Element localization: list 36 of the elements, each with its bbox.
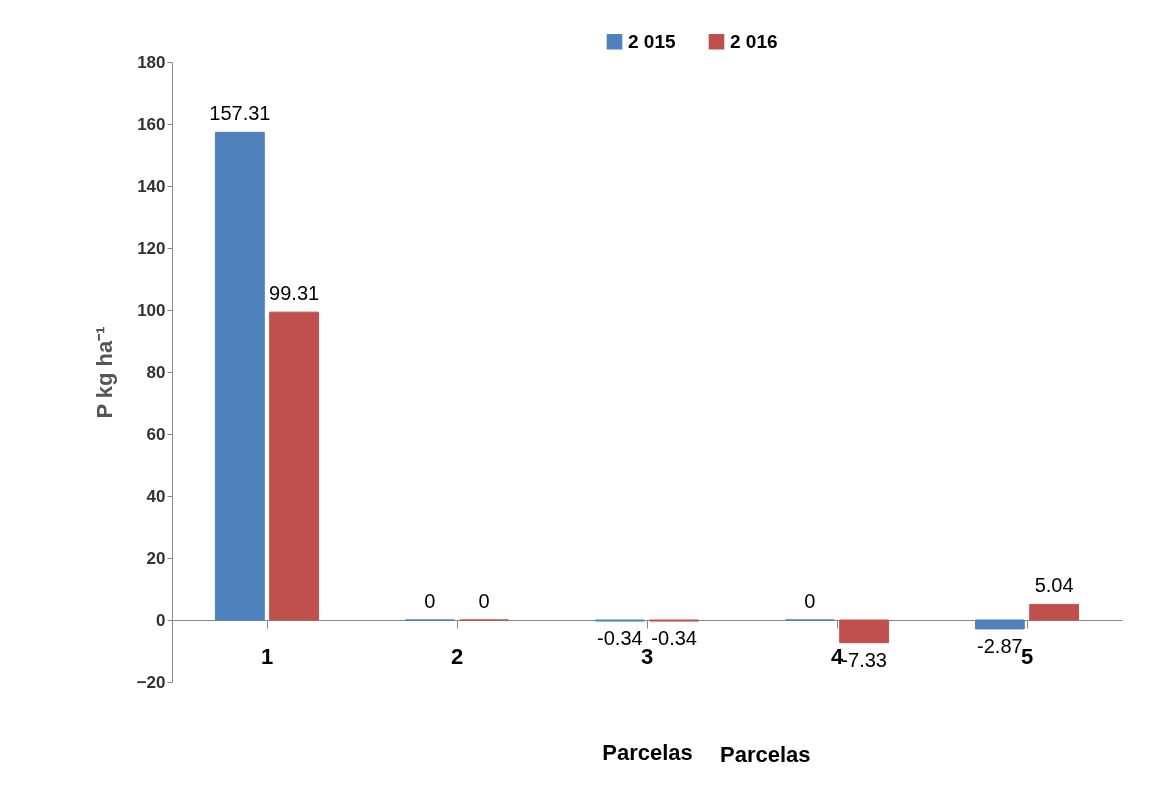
data-label: 0 xyxy=(424,590,436,612)
data-label: -0.34 xyxy=(651,627,697,650)
x-axis-title: Parcelas xyxy=(602,739,693,765)
data-label: -2.87 xyxy=(977,634,1023,657)
y-tick-label: 100 xyxy=(137,300,166,320)
x-tick-label: 3 xyxy=(640,643,654,669)
x-tick-label: 1 xyxy=(260,643,274,669)
data-label: 0 xyxy=(804,590,816,612)
legend-label: 2 015 xyxy=(628,30,676,52)
y-tick-label: 40 xyxy=(146,486,166,506)
y-tick-label: 60 xyxy=(146,424,166,444)
y-tick-label: 80 xyxy=(146,362,166,382)
y-tick-label: 120 xyxy=(137,238,166,258)
legend-label: 2 016 xyxy=(730,30,778,52)
text: Parcelas xyxy=(720,742,811,768)
data-label: 5.04 xyxy=(1034,574,1074,597)
y-axis-title: P kg ha⁻¹ xyxy=(91,326,117,419)
data-label: 0 xyxy=(478,590,490,612)
bar xyxy=(839,619,890,644)
x-tick-label: 2 xyxy=(450,643,464,669)
y-tick-label: −20 xyxy=(136,672,166,692)
y-tick-label: 180 xyxy=(137,52,166,72)
data-label: 157.31 xyxy=(209,102,271,125)
bar xyxy=(974,619,1025,630)
data-label: -0.34 xyxy=(597,627,643,650)
bar xyxy=(1029,603,1080,621)
bar xyxy=(269,311,320,621)
x-tick-label: 4 xyxy=(830,643,844,669)
y-tick-label: 140 xyxy=(137,176,166,196)
bar xyxy=(214,131,265,621)
x-tick-label: 5 xyxy=(1020,643,1034,669)
y-tick-label: 0 xyxy=(156,610,166,630)
y-tick-label: 160 xyxy=(137,114,166,134)
data-label: 99.31 xyxy=(269,282,320,305)
data-label: -7.33 xyxy=(841,648,887,671)
y-tick-label: 20 xyxy=(146,548,166,568)
